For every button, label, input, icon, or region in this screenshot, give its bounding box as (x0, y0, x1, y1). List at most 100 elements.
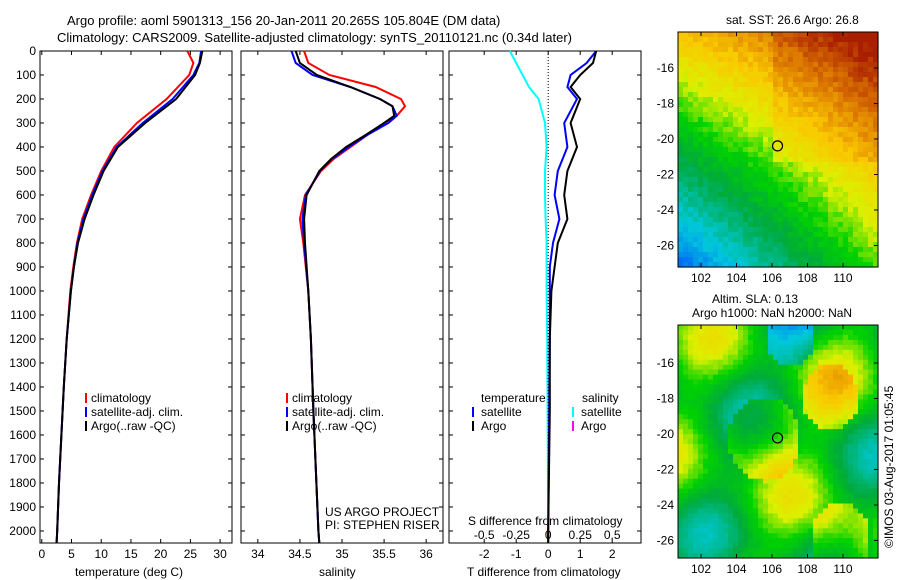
map-cell (723, 325, 729, 331)
map-cell (718, 142, 724, 148)
map-cell (843, 468, 849, 475)
map-cell (778, 444, 784, 450)
map-cell (718, 518, 724, 524)
map-cell (813, 87, 819, 93)
map-cell (698, 172, 704, 178)
map-cell (868, 112, 874, 118)
map-cell (738, 374, 744, 381)
map-cell (823, 389, 829, 395)
map-cell (783, 252, 789, 258)
map-cell (813, 102, 819, 108)
map-cell (783, 242, 789, 248)
map-cell (718, 87, 724, 93)
map-cell (858, 439, 864, 445)
map-cell (738, 414, 744, 420)
map-cell (768, 112, 774, 118)
map-cell (793, 42, 799, 48)
map-cell (868, 207, 874, 213)
map-cell (763, 192, 769, 198)
map-cell (793, 399, 799, 405)
x2tick-label: 0 (545, 528, 552, 542)
map-cell (713, 448, 719, 455)
map-cell (793, 384, 799, 391)
map-cell (708, 448, 714, 455)
map-cell (808, 87, 814, 93)
xtick-label: 10 (95, 547, 109, 561)
map-cell (763, 518, 769, 524)
map-cell (808, 232, 814, 238)
map-cell (733, 533, 739, 539)
map-cell (748, 384, 754, 391)
map-cell (773, 498, 779, 505)
map-cell (798, 262, 804, 268)
map-cell (678, 107, 684, 113)
map-cell (863, 374, 869, 381)
map-cell (823, 242, 829, 248)
map-cell (783, 349, 789, 356)
map-cell (728, 330, 734, 336)
map-cell (818, 127, 824, 133)
map-cell (828, 369, 834, 376)
map-cell (678, 157, 684, 163)
map-cell (868, 458, 874, 465)
map-cell (873, 523, 879, 529)
map-cell (758, 92, 764, 98)
map-cell (873, 508, 879, 514)
map-cell (708, 132, 714, 138)
map-cell (848, 439, 854, 445)
map-cell (748, 518, 754, 524)
map-cell (788, 424, 794, 430)
map-cell (833, 182, 839, 188)
map-cell (778, 399, 784, 405)
map-cell (678, 162, 684, 168)
map-cell (833, 157, 839, 163)
map-cell (783, 453, 789, 460)
map-cell (768, 132, 774, 138)
map-cell (683, 448, 689, 455)
map-cell (853, 538, 859, 544)
map-cell (708, 202, 714, 208)
map-cell (858, 62, 864, 68)
map-cell (823, 42, 829, 48)
map-cell (773, 67, 779, 73)
map-cell (733, 389, 739, 395)
map-cell (748, 543, 754, 549)
map-cell (843, 212, 849, 218)
map-cell (758, 325, 764, 331)
map-cell (693, 444, 699, 450)
map-cell (693, 325, 699, 331)
map-cell (783, 523, 789, 529)
map-cell (783, 330, 789, 336)
map-cell (833, 212, 839, 218)
map-cell (728, 202, 734, 208)
map-cell (743, 334, 749, 341)
map-cell (838, 237, 844, 243)
map-cell (833, 37, 839, 43)
map-cell (703, 212, 709, 218)
map-cell (818, 237, 824, 243)
map-cell (693, 468, 699, 475)
map-cell (818, 242, 824, 248)
map-cell (788, 354, 794, 361)
map-cell (803, 513, 809, 519)
map-cell (683, 87, 689, 93)
map-cell (813, 47, 819, 53)
map-cell (703, 177, 709, 183)
map-cell (713, 107, 719, 113)
map-cell (708, 47, 714, 53)
map-cell (813, 192, 819, 198)
map-cell (803, 424, 809, 430)
map-cell (758, 192, 764, 198)
map-cell (708, 67, 714, 73)
map-cell (743, 32, 749, 38)
map-cell (863, 444, 869, 450)
map-cell (773, 414, 779, 420)
map-cell (728, 112, 734, 118)
map-cell (733, 102, 739, 108)
map-cell (823, 187, 829, 193)
map-cell (793, 157, 799, 163)
map-cell (833, 152, 839, 158)
map-cell (683, 548, 689, 554)
map-cell (838, 409, 844, 415)
map-cell (773, 543, 779, 549)
